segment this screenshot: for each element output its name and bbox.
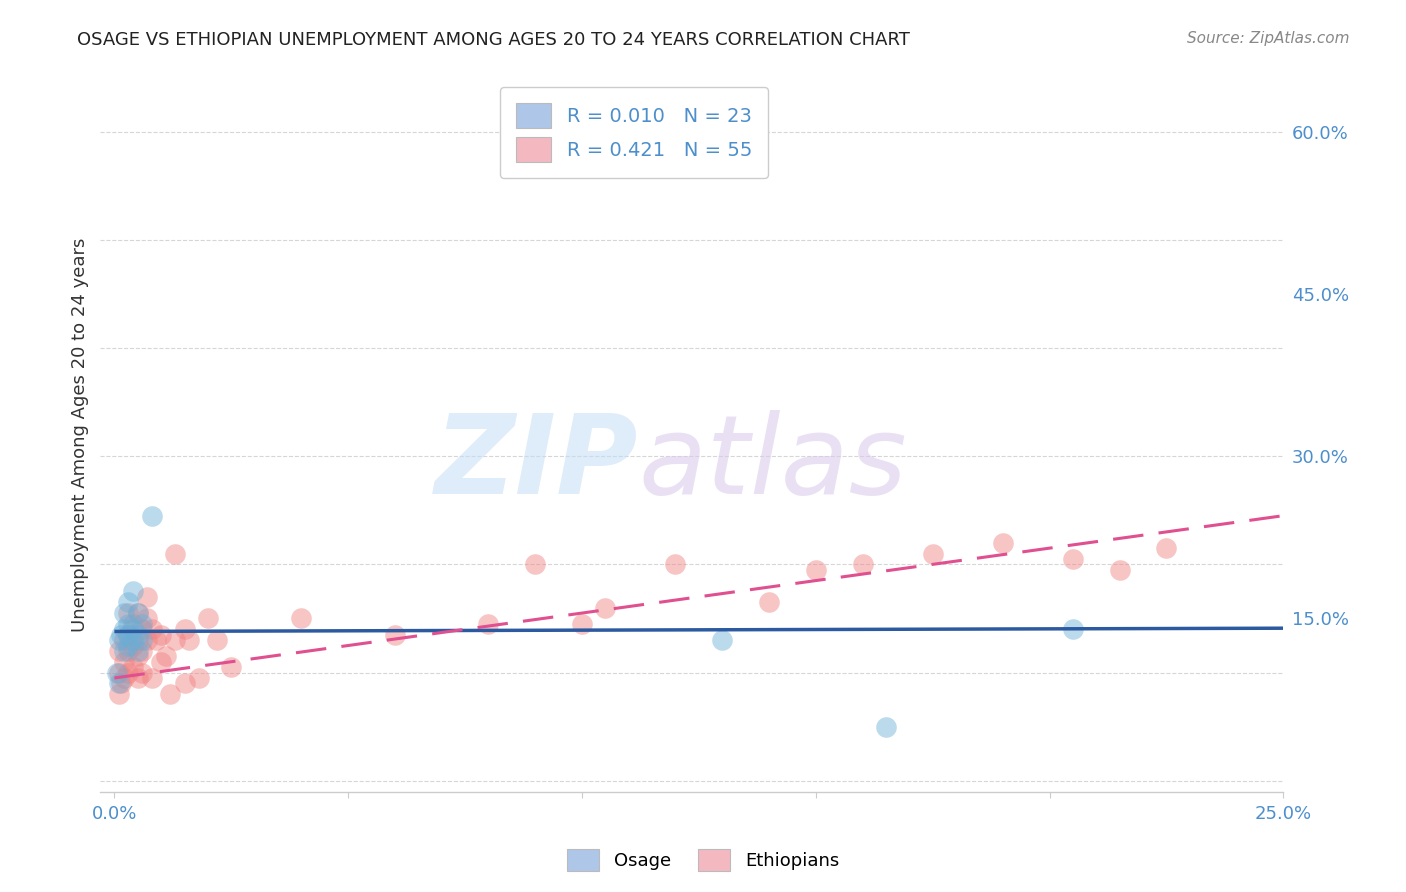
Point	[127, 606, 149, 620]
Point	[165, 633, 187, 648]
Point	[127, 628, 149, 642]
Point	[165, 547, 187, 561]
Point	[150, 655, 173, 669]
Point	[207, 633, 229, 648]
Point	[384, 628, 406, 642]
Point	[1156, 541, 1178, 555]
Point	[131, 644, 153, 658]
Point	[127, 633, 149, 648]
Point	[179, 633, 201, 648]
Point	[804, 563, 827, 577]
Point	[131, 622, 153, 636]
Point	[219, 660, 242, 674]
Point	[117, 639, 139, 653]
Point	[141, 508, 163, 523]
Y-axis label: Unemployment Among Ages 20 to 24 years: Unemployment Among Ages 20 to 24 years	[72, 237, 89, 632]
Point	[145, 633, 167, 648]
Point	[127, 671, 149, 685]
Point	[112, 655, 135, 669]
Point	[117, 628, 139, 642]
Point	[131, 633, 153, 648]
Point	[108, 633, 131, 648]
Point	[127, 644, 149, 658]
Point	[141, 671, 163, 685]
Point	[159, 687, 181, 701]
Point	[127, 606, 149, 620]
Text: ZIP: ZIP	[434, 409, 638, 516]
Point	[112, 671, 135, 685]
Point	[117, 606, 139, 620]
Point	[155, 649, 177, 664]
Point	[112, 644, 135, 658]
Point	[136, 633, 159, 648]
Point	[110, 676, 132, 690]
Point	[150, 628, 173, 642]
Point	[136, 590, 159, 604]
Point	[1062, 622, 1084, 636]
Legend: Osage, Ethiopians: Osage, Ethiopians	[560, 842, 846, 879]
Point	[117, 628, 139, 642]
Point	[571, 616, 593, 631]
Text: atlas: atlas	[638, 409, 907, 516]
Point	[108, 665, 131, 680]
Point	[108, 644, 131, 658]
Point	[595, 600, 617, 615]
Point	[991, 535, 1014, 549]
Point	[141, 622, 163, 636]
Point	[711, 633, 734, 648]
Point	[290, 611, 312, 625]
Point	[187, 671, 209, 685]
Point	[524, 558, 547, 572]
Point	[112, 622, 135, 636]
Point	[131, 665, 153, 680]
Point	[117, 616, 139, 631]
Point	[173, 622, 195, 636]
Point	[117, 595, 139, 609]
Point	[122, 616, 145, 631]
Point	[851, 558, 873, 572]
Point	[105, 665, 128, 680]
Legend: R = 0.010   N = 23, R = 0.421   N = 55: R = 0.010 N = 23, R = 0.421 N = 55	[501, 87, 768, 178]
Point	[117, 665, 139, 680]
Point	[477, 616, 499, 631]
Point	[122, 584, 145, 599]
Point	[131, 616, 153, 631]
Point	[173, 676, 195, 690]
Point	[108, 687, 131, 701]
Point	[122, 633, 145, 648]
Point	[117, 644, 139, 658]
Point	[758, 595, 780, 609]
Point	[875, 720, 897, 734]
Point	[112, 606, 135, 620]
Point	[122, 639, 145, 653]
Point	[122, 660, 145, 674]
Point	[110, 628, 132, 642]
Point	[136, 611, 159, 625]
Point	[664, 558, 686, 572]
Point	[127, 649, 149, 664]
Point	[122, 622, 145, 636]
Point	[921, 547, 943, 561]
Point	[108, 676, 131, 690]
Point	[1108, 563, 1130, 577]
Text: Source: ZipAtlas.com: Source: ZipAtlas.com	[1187, 31, 1350, 46]
Point	[112, 633, 135, 648]
Point	[197, 611, 219, 625]
Text: OSAGE VS ETHIOPIAN UNEMPLOYMENT AMONG AGES 20 TO 24 YEARS CORRELATION CHART: OSAGE VS ETHIOPIAN UNEMPLOYMENT AMONG AG…	[77, 31, 910, 49]
Point	[1062, 552, 1084, 566]
